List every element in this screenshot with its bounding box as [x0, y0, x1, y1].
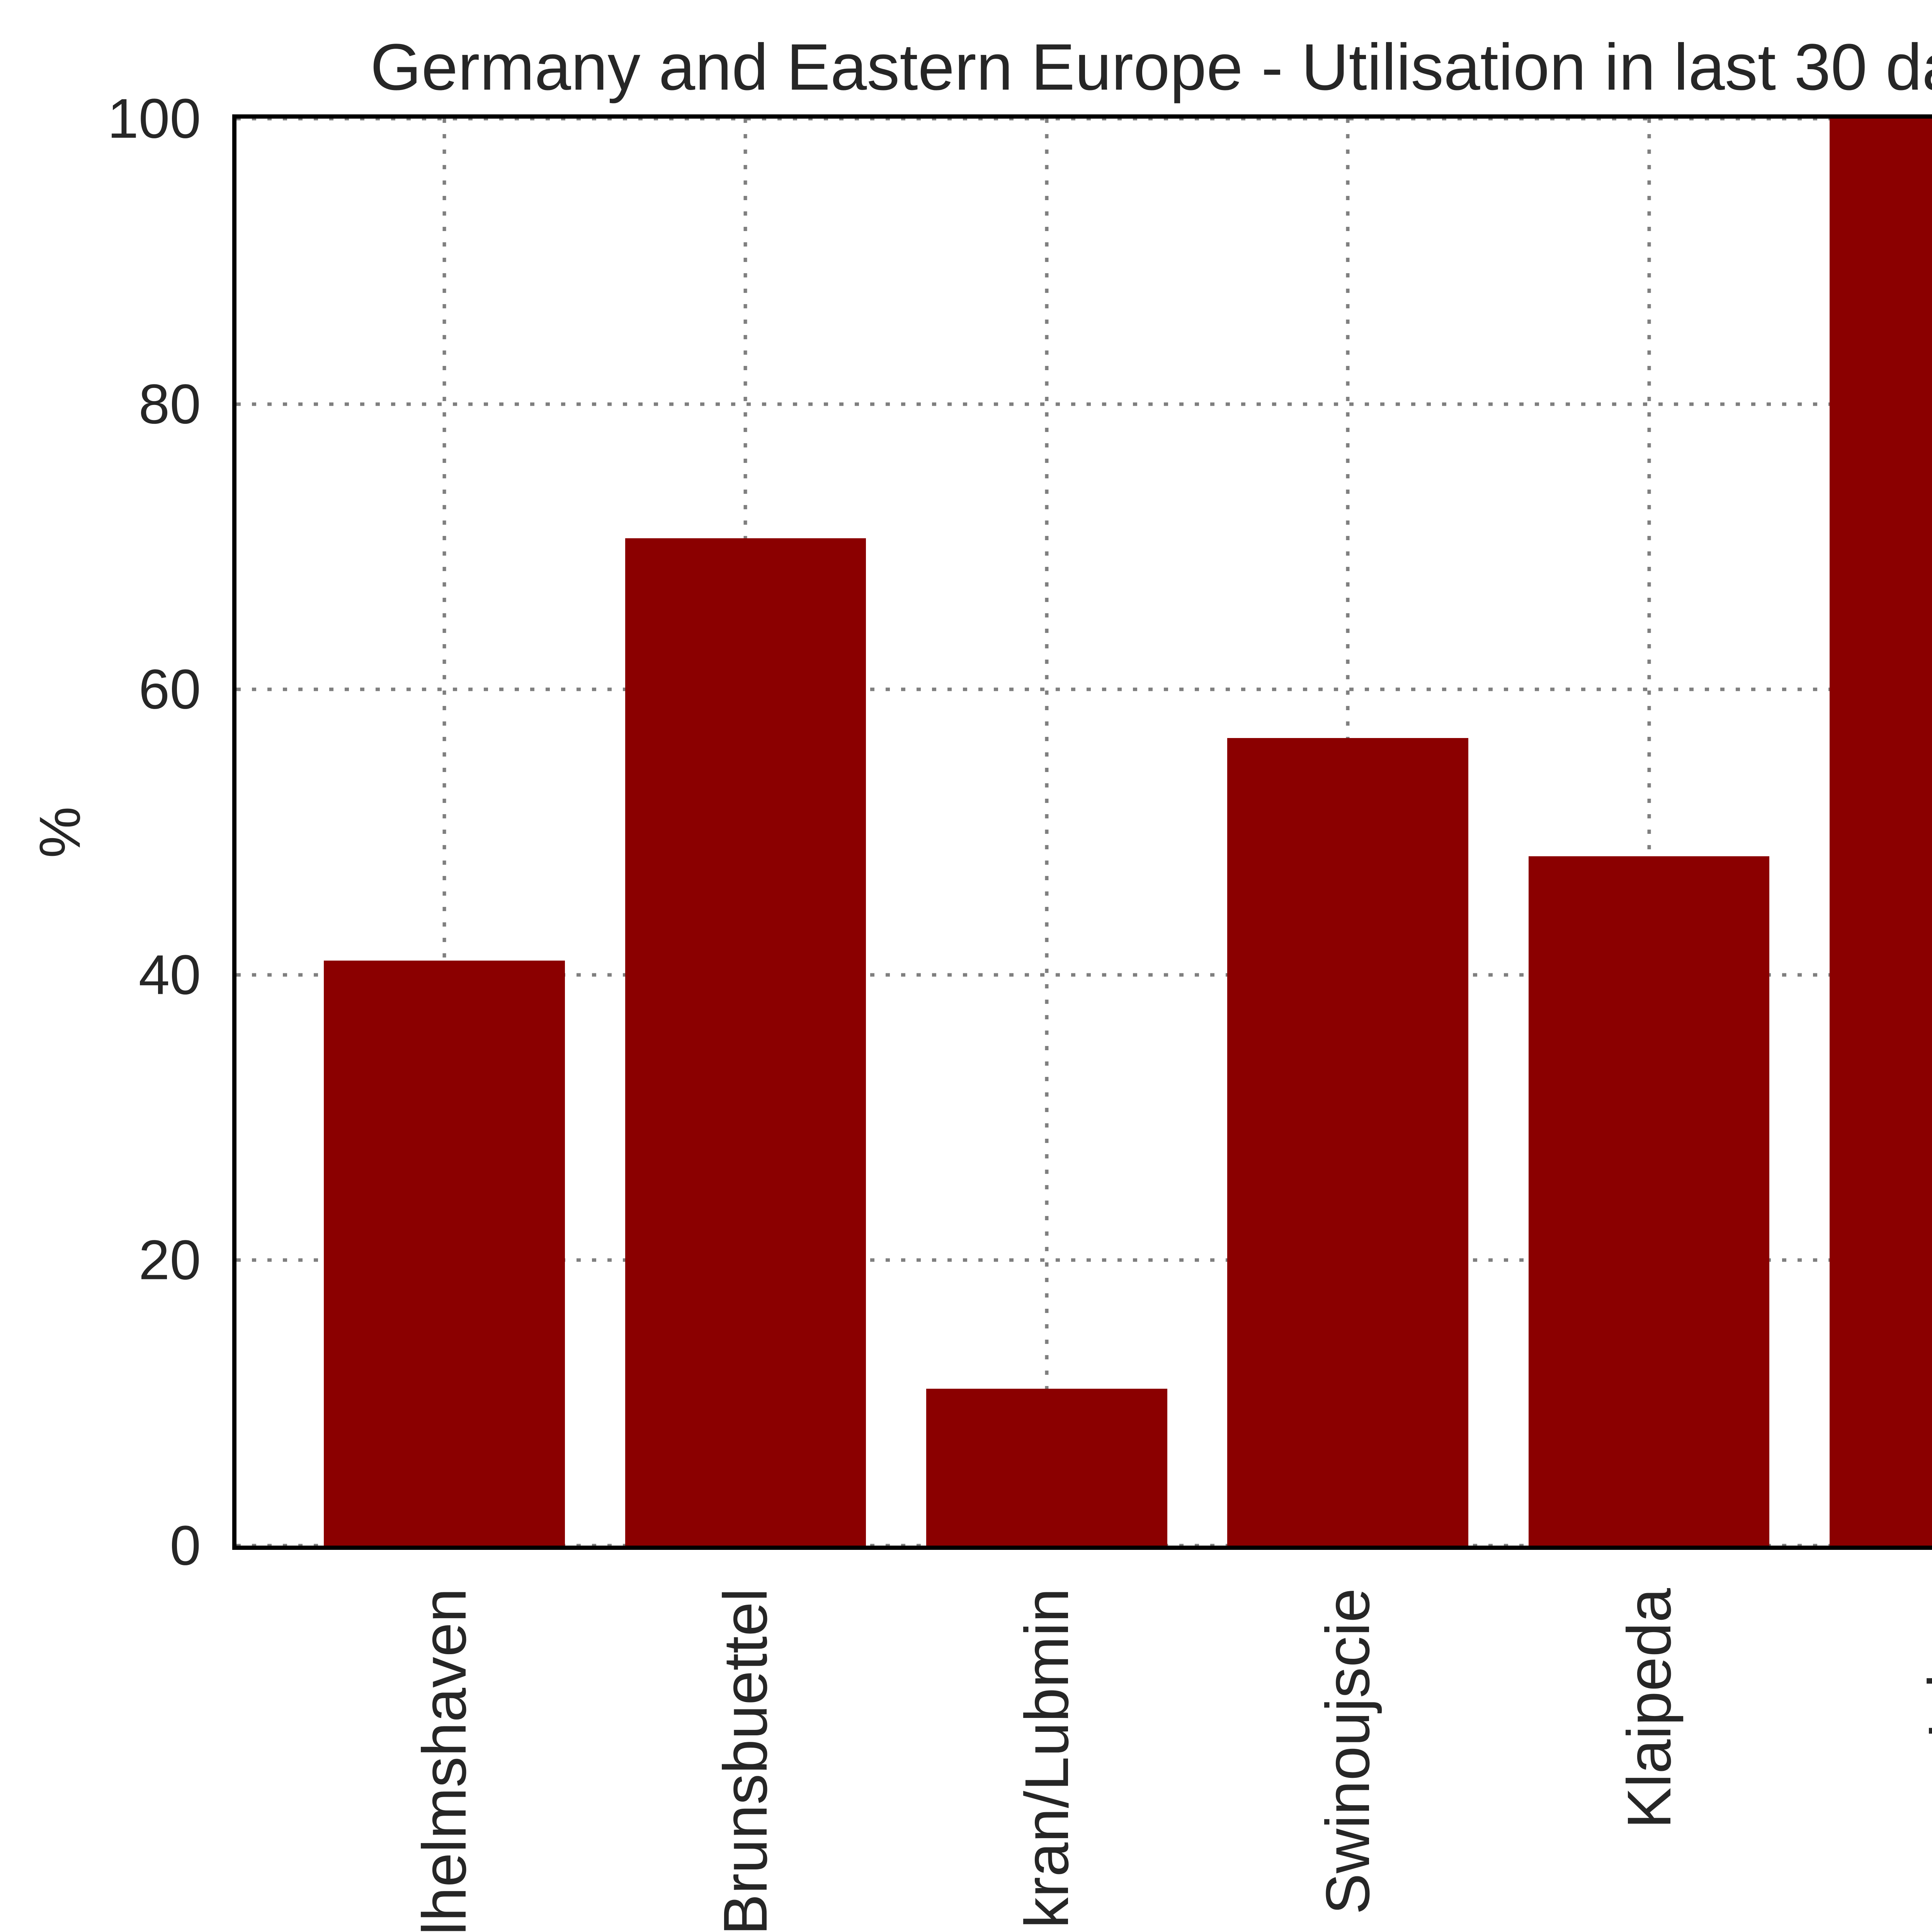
ytick-label-40: 40 [138, 943, 201, 1006]
chart-title: Germany and Eastern Europe - Utilisation… [370, 31, 1932, 104]
bar-klaipeda [1528, 856, 1770, 1546]
hgridline-100 [236, 119, 1932, 121]
plot-inner [236, 119, 1932, 1546]
bar-inkoo [1830, 119, 1932, 1546]
xtick-label-inkoo: Inkoo [1915, 1588, 1932, 1740]
y-axis-label-text: % [27, 806, 92, 858]
xtick-label-brunsbuettel: Brunsbuettel [711, 1588, 780, 1932]
vgridline-mukran-lubmin [1045, 119, 1049, 1546]
hgridline-20 [236, 1258, 1932, 1262]
xtick-label-mukran-lubmin: Mukran/Lubmin [1012, 1588, 1081, 1932]
vgridline-wilhelmshaven [442, 119, 446, 1546]
bar-brunsbuettel [625, 538, 866, 1546]
plot-area [232, 114, 1932, 1550]
ytick-label-20: 20 [138, 1228, 201, 1291]
ytick-label-0: 0 [170, 1514, 201, 1577]
bar-wilhelmshaven [324, 960, 565, 1546]
ytick-label-60: 60 [138, 658, 201, 721]
hgridline-40 [236, 973, 1932, 977]
vgridline-klaipeda [1647, 119, 1651, 1546]
ytick-label-80: 80 [138, 372, 201, 435]
xtick-label-swinoujscie: Swinoujscie [1313, 1588, 1383, 1915]
xtick-label-klaipeda: Klaipeda [1614, 1588, 1684, 1829]
bar-mukran-lubmin [926, 1388, 1167, 1546]
hgridline-60 [236, 687, 1932, 691]
ytick-label-100: 100 [107, 87, 201, 150]
bar-swinoujscie [1227, 738, 1468, 1546]
xtick-label-wilhelmshaven: Wilhelmshaven [409, 1588, 479, 1932]
hgridline-80 [236, 402, 1932, 406]
